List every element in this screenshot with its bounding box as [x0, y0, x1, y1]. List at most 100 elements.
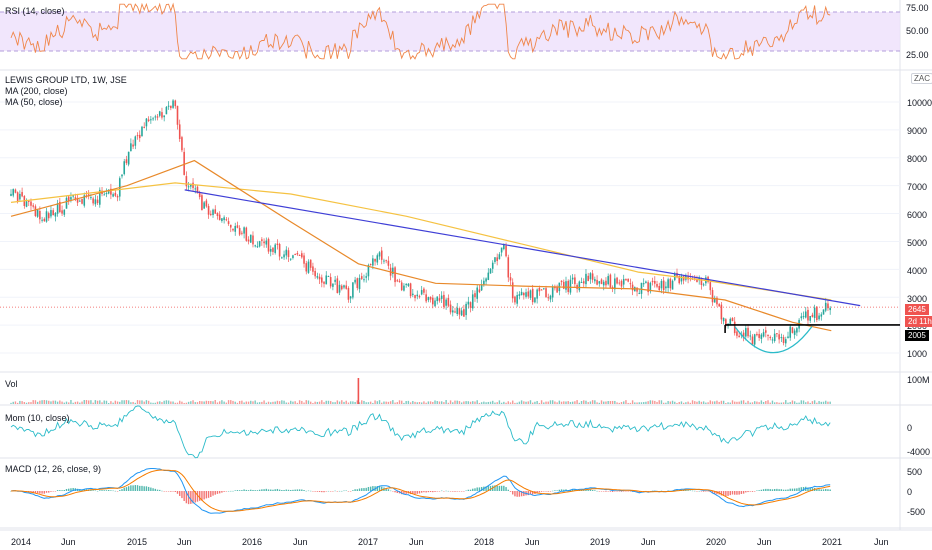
volume-bar — [383, 401, 385, 404]
candle-body — [784, 339, 787, 344]
macd-histogram-bar — [45, 491, 48, 493]
candle-body — [776, 333, 778, 335]
volume-bar — [405, 401, 407, 404]
macd-histogram-bar — [727, 491, 729, 496]
macd-histogram-bar — [509, 491, 512, 492]
candle-body — [818, 315, 820, 320]
volume-bar — [88, 400, 90, 404]
volume-bar — [749, 402, 751, 404]
macd-histogram-bar — [729, 491, 731, 496]
volume-bar — [265, 402, 267, 404]
macd-histogram-bar — [600, 491, 603, 492]
macd-histogram-bar — [318, 491, 321, 492]
macd-histogram-bar — [458, 491, 461, 492]
volume-bar — [354, 402, 356, 404]
volume-bar — [36, 401, 39, 404]
volume-bar — [727, 402, 729, 404]
volume-bar — [452, 402, 454, 404]
candle-body — [500, 247, 503, 253]
volume-bar — [403, 402, 405, 404]
volume-bar — [218, 401, 221, 404]
macd-histogram-bar — [773, 489, 776, 491]
candle-body — [660, 280, 663, 289]
candle-body — [669, 278, 672, 289]
symbol-title[interactable]: LEWIS GROUP LTD, 1W, JSE — [5, 75, 127, 85]
macd-histogram-bar — [454, 491, 456, 492]
macd-histogram-bar — [232, 490, 234, 492]
macd-histogram-bar — [285, 489, 287, 491]
candle-body — [376, 255, 379, 263]
macd-histogram-bar — [59, 490, 61, 491]
ma50-legend[interactable]: MA (50, close) — [5, 97, 63, 107]
macd-histogram-bar — [125, 487, 128, 491]
volume-bar — [252, 401, 254, 404]
macd-histogram-bar — [421, 491, 423, 493]
candle-body — [609, 274, 612, 288]
candle-body — [380, 250, 383, 260]
volume-bar — [216, 402, 219, 404]
macd-histogram-bar — [323, 491, 325, 493]
candle-body — [172, 100, 174, 108]
volume-bar — [736, 401, 738, 404]
macd-histogram-bar — [432, 491, 434, 493]
candle-body — [629, 283, 632, 285]
candle-body — [110, 188, 112, 195]
candle-body — [196, 186, 199, 194]
volume-bar — [785, 400, 787, 404]
volume-bar — [520, 400, 523, 404]
macd-histogram-bar — [358, 488, 361, 491]
candle-body — [443, 294, 445, 308]
ma200-legend[interactable]: MA (200, close) — [5, 86, 68, 96]
volume-bar — [769, 402, 771, 404]
macd-histogram-bar — [365, 487, 367, 491]
volume-bar — [782, 402, 785, 404]
candle-body — [736, 331, 738, 336]
price-tick: 10000 — [907, 98, 932, 108]
macd-histogram-bar — [90, 489, 92, 491]
volume-bar — [394, 402, 396, 404]
candle-body — [791, 327, 794, 333]
volume-bar — [385, 401, 387, 404]
volume-bar — [110, 401, 112, 404]
macd-histogram-bar — [532, 491, 534, 495]
volume-bar — [116, 401, 119, 404]
macd-histogram-bar — [503, 485, 505, 491]
macd-histogram-bar — [687, 490, 689, 491]
volume-bar — [99, 400, 101, 404]
candle-body — [789, 326, 792, 338]
macd-histogram-bar — [780, 489, 783, 491]
candle-body — [407, 283, 410, 286]
candle-body — [241, 232, 243, 234]
rsi-line — [10, 2, 831, 60]
volume-bar — [472, 401, 474, 404]
macd-histogram-bar — [778, 489, 780, 491]
volume-bar — [401, 400, 403, 404]
candle-body — [494, 257, 496, 262]
volume-bar — [805, 402, 807, 404]
macd-histogram-bar — [696, 491, 698, 492]
volume-bar — [274, 401, 276, 404]
candle-body — [329, 277, 332, 287]
macd-histogram-bar — [825, 488, 827, 491]
candle-body — [56, 203, 59, 214]
volume-bar — [307, 400, 310, 404]
macd-histogram-bar — [287, 489, 290, 491]
macd-histogram-bar — [694, 490, 696, 492]
candle-body — [318, 276, 321, 280]
candle-body — [283, 254, 285, 258]
volume-bar — [227, 400, 230, 404]
candle-body — [525, 292, 527, 297]
support-price-tag: 2005 — [905, 330, 929, 341]
volume-bar — [285, 402, 287, 404]
volume-bar — [345, 400, 347, 404]
candle-body — [773, 333, 776, 341]
macd-histogram-bar — [274, 489, 276, 491]
volume-bar — [234, 401, 236, 404]
volume-bar — [223, 401, 225, 404]
macd-histogram-bar — [218, 491, 221, 494]
volume-bar — [50, 401, 52, 404]
macd-histogram-bar — [261, 489, 263, 491]
candle-body — [822, 309, 825, 315]
